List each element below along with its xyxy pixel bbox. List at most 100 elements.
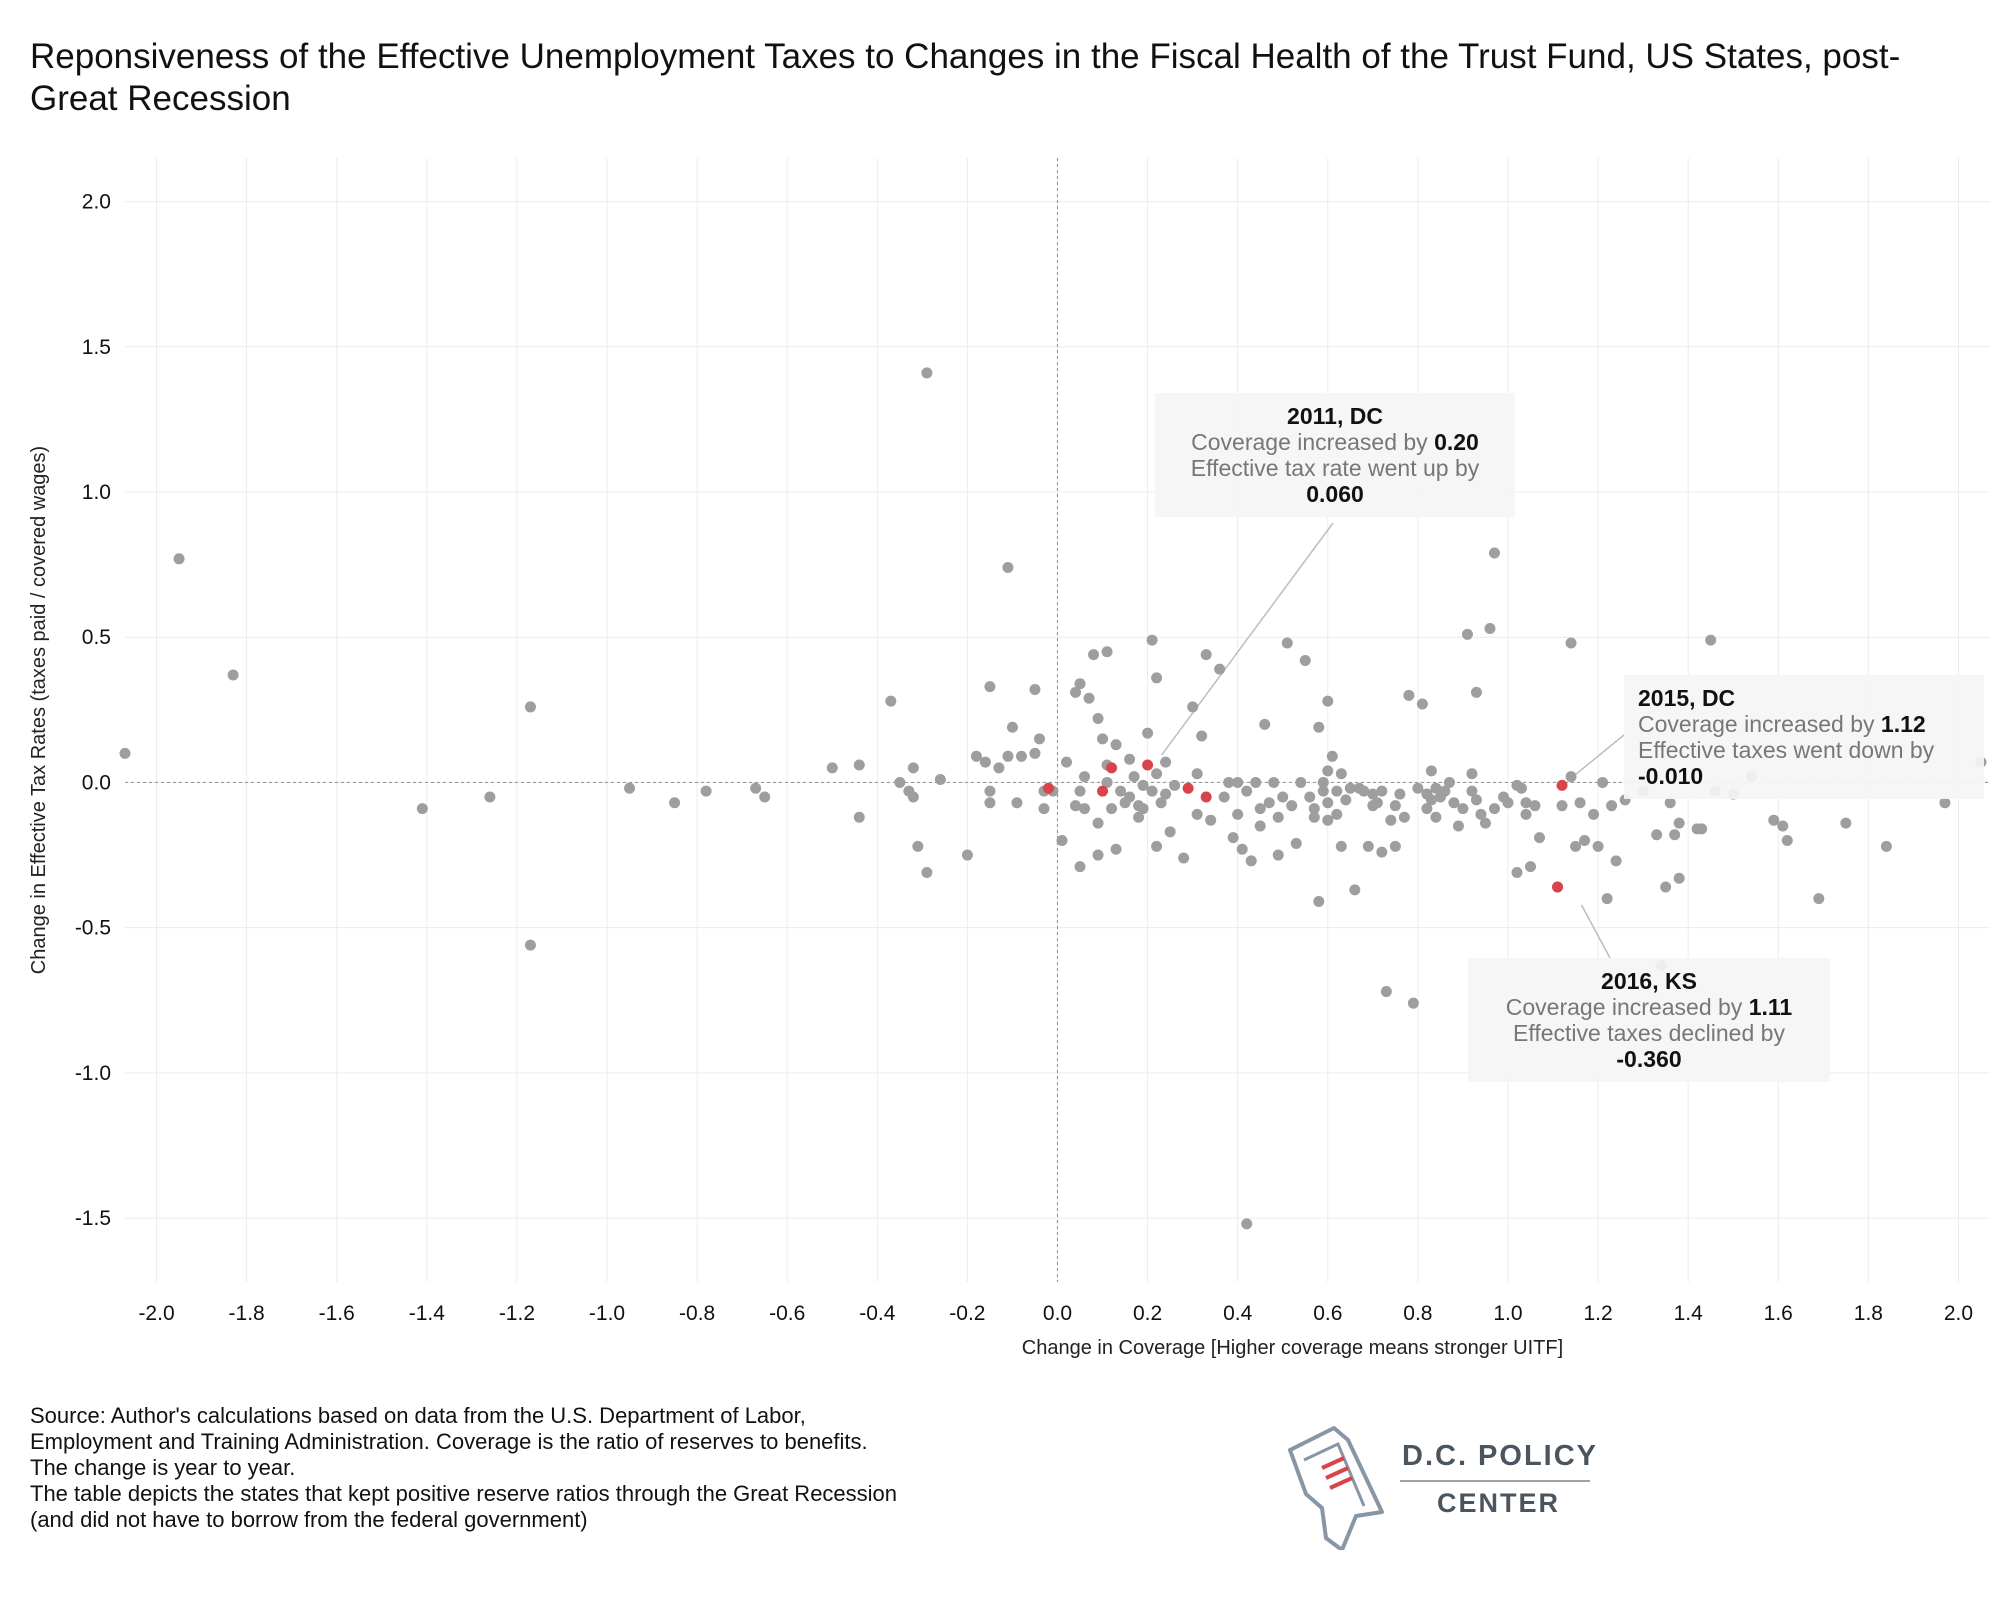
data-point bbox=[1038, 803, 1050, 815]
data-point bbox=[1133, 811, 1145, 823]
data-point bbox=[1070, 800, 1082, 812]
data-point bbox=[1164, 826, 1176, 838]
data-point bbox=[1403, 689, 1415, 701]
x-tick-label: 1.8 bbox=[1854, 1302, 1883, 1325]
data-point bbox=[1520, 797, 1532, 809]
data-point bbox=[1416, 698, 1428, 710]
data-point bbox=[1340, 794, 1352, 806]
data-point bbox=[1430, 811, 1442, 823]
annotation-2016-ks: 2016, KS Coverage increased by 1.11 Effe… bbox=[1468, 958, 1830, 1082]
data-point bbox=[1939, 797, 1951, 809]
logo-subtitle: CENTER bbox=[1437, 1488, 1561, 1518]
data-point bbox=[1448, 797, 1460, 809]
data-point bbox=[1236, 843, 1248, 855]
x-tick-label: 0.6 bbox=[1313, 1302, 1342, 1325]
x-tick-label: -1.2 bbox=[499, 1302, 535, 1325]
data-point bbox=[1200, 649, 1212, 661]
data-point bbox=[227, 669, 239, 681]
data-point bbox=[1178, 852, 1190, 864]
data-point bbox=[970, 750, 982, 762]
data-point bbox=[1664, 797, 1676, 809]
data-point bbox=[1781, 835, 1793, 847]
data-point bbox=[1525, 861, 1537, 873]
annotation-value: -0.360 bbox=[1616, 1046, 1682, 1072]
data-point bbox=[1092, 713, 1104, 725]
annotation-text: Coverage increased by bbox=[1191, 429, 1428, 455]
data-point bbox=[1398, 811, 1410, 823]
highlighted-point bbox=[1106, 762, 1118, 774]
data-point bbox=[1106, 803, 1118, 815]
data-point bbox=[1421, 803, 1433, 815]
data-point bbox=[750, 782, 762, 794]
x-tick-label: -1.8 bbox=[229, 1302, 265, 1325]
data-point bbox=[1263, 797, 1275, 809]
data-point bbox=[853, 759, 865, 771]
data-point bbox=[1272, 849, 1284, 861]
leader-line bbox=[1160, 522, 1334, 756]
data-point bbox=[1254, 803, 1266, 815]
x-tick-label: 1.6 bbox=[1764, 1302, 1793, 1325]
data-point bbox=[1606, 800, 1618, 812]
data-point bbox=[1241, 1218, 1253, 1230]
data-point bbox=[1880, 840, 1892, 852]
x-tick-label: 1.2 bbox=[1583, 1302, 1612, 1325]
annotation-2015-dc: 2015, DC Coverage increased by 1.12 Effe… bbox=[1624, 675, 1984, 799]
data-point bbox=[1335, 840, 1347, 852]
data-point bbox=[912, 840, 924, 852]
data-point bbox=[1367, 788, 1379, 800]
data-point bbox=[700, 785, 712, 797]
data-point bbox=[1452, 820, 1464, 832]
annotation-text: Effective taxes declined by bbox=[1513, 1020, 1785, 1046]
data-point bbox=[1232, 808, 1244, 820]
data-point bbox=[1160, 788, 1172, 800]
highlighted-point bbox=[1552, 881, 1564, 893]
highlighted-point bbox=[1200, 791, 1212, 803]
data-point bbox=[1335, 768, 1347, 780]
x-tick-label: 2.0 bbox=[1944, 1302, 1973, 1325]
annotation-value: 1.12 bbox=[1880, 711, 1926, 737]
data-point bbox=[1070, 686, 1082, 698]
data-point bbox=[1588, 808, 1600, 820]
data-point bbox=[1232, 776, 1244, 788]
data-point bbox=[1074, 861, 1086, 873]
data-point bbox=[1466, 785, 1478, 797]
data-point bbox=[1389, 840, 1401, 852]
data-point bbox=[1088, 649, 1100, 661]
data-point bbox=[1092, 849, 1104, 861]
data-point bbox=[1362, 840, 1374, 852]
data-point bbox=[1344, 782, 1356, 794]
data-point bbox=[1029, 684, 1041, 696]
data-point bbox=[1155, 797, 1167, 809]
source-text: The table depicts the states that kept p… bbox=[30, 1481, 898, 1532]
annotation-text: Coverage increased by bbox=[1638, 711, 1875, 737]
data-point bbox=[894, 776, 906, 788]
data-point bbox=[624, 782, 636, 794]
data-point bbox=[979, 756, 991, 768]
data-point bbox=[1322, 765, 1334, 777]
chart-title: Reponsiveness of the Effective Unemploym… bbox=[30, 37, 1901, 118]
data-point bbox=[1218, 791, 1230, 803]
data-point bbox=[1574, 797, 1586, 809]
data-point bbox=[1061, 756, 1073, 768]
data-point bbox=[1610, 855, 1622, 867]
x-tick-label: -1.0 bbox=[589, 1302, 625, 1325]
data-point bbox=[1565, 771, 1577, 783]
data-point bbox=[1115, 785, 1127, 797]
data-point bbox=[1214, 663, 1226, 675]
data-point bbox=[1304, 791, 1316, 803]
data-point bbox=[1412, 782, 1424, 794]
data-point bbox=[984, 681, 996, 693]
data-point bbox=[524, 939, 536, 951]
data-point bbox=[1515, 782, 1527, 794]
data-point bbox=[1033, 733, 1045, 745]
y-tick-label: 1.5 bbox=[82, 336, 111, 359]
data-point bbox=[1002, 750, 1014, 762]
annotation-value: 0.20 bbox=[1434, 429, 1479, 455]
annotation-text: Effective taxes went down by bbox=[1638, 737, 1935, 763]
data-point bbox=[416, 803, 428, 815]
data-point bbox=[1570, 840, 1582, 852]
data-point bbox=[853, 811, 865, 823]
x-tick-label: -2.0 bbox=[138, 1302, 174, 1325]
data-point bbox=[1146, 634, 1158, 646]
